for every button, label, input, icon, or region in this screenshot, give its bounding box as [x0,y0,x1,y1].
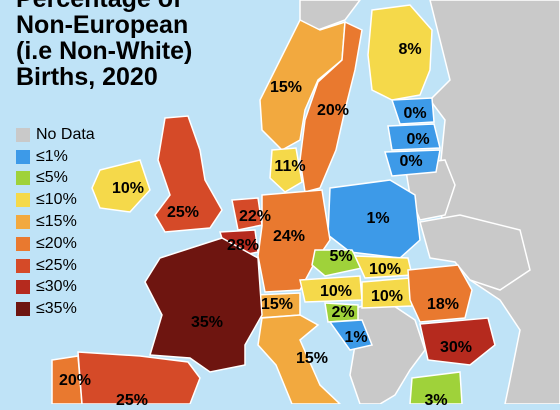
slovenia-value-label: 2% [331,304,355,321]
legend-swatch [16,236,30,251]
ireland-region[interactable] [91,159,151,213]
legend-item: ≤10% [16,189,95,211]
italy-value-label: 15% [295,350,329,367]
poland-value-label: 1% [366,210,390,227]
legend-item: ≤20% [16,233,95,255]
denmark-region[interactable] [269,147,303,193]
legend-swatch [16,302,30,317]
croatia-value-label: 1% [344,329,368,346]
title-line: Births, 2020 [16,63,158,91]
spain-region[interactable] [77,351,201,404]
czechia-region[interactable] [311,249,364,277]
title-line: (i.e Non-White) [16,37,193,65]
sweden-value-label: 20% [316,102,350,119]
latvia-region[interactable] [387,123,441,151]
denmark-value-label: 11% [274,158,306,175]
legend-label: ≤5% [36,169,68,187]
sweden-region[interactable] [299,20,363,193]
uk-region[interactable] [154,115,223,233]
lithuania-value-label: 0% [399,153,423,170]
legend-swatch [16,280,30,295]
map-title: Percentage of Non-European (i.e Non-Whit… [16,0,192,90]
legend-swatch [16,193,30,208]
legend-swatch [16,258,30,273]
estonia-value-label: 0% [403,105,427,122]
norway-value-label: 15% [269,79,303,96]
uk-value-label: 25% [166,204,200,221]
switzerland-value-label: 15% [260,296,294,313]
bulgaria-value-label: 30% [439,339,473,356]
slovakia-value-label: 10% [368,261,402,278]
title-line: Percentage of [16,0,192,12]
legend-label: ≤30% [36,278,77,296]
italy-region[interactable] [257,314,342,404]
romania-region[interactable] [407,264,473,323]
legend-swatch [16,215,30,230]
hungary-value-label: 10% [370,288,404,305]
spain-value-label: 25% [115,392,149,409]
title-line: Non-European [16,11,189,39]
legend-label: ≤35% [36,300,77,318]
greece-value-label: 3% [424,392,448,409]
legend-label: No Data [36,125,95,143]
legend-item: ≤25% [16,255,95,277]
poland-region[interactable] [327,179,421,259]
legend-item: ≤15% [16,211,95,233]
germany-value-label: 24% [272,228,306,245]
legend-item: ≤35% [16,298,95,320]
portugal-region[interactable] [51,355,83,404]
bulgaria-region[interactable] [419,317,496,366]
latvia-value-label: 0% [406,131,430,148]
finland-region[interactable] [367,4,433,101]
lithuania-region[interactable] [384,149,441,177]
legend-label: ≤25% [36,256,77,274]
belgium-value-label: 28% [226,237,260,254]
legend-item: ≤5% [16,168,95,190]
austria-value-label: 10% [319,283,353,300]
finland-value-label: 8% [398,41,422,58]
legend-label: ≤10% [36,191,77,209]
croatia-region[interactable] [328,319,374,351]
norway-region[interactable] [259,18,346,151]
legend-label: ≤15% [36,213,77,231]
balkans-land [347,299,426,404]
ukraine-land [419,214,531,291]
legend-swatch [16,149,30,164]
ireland-value-label: 10% [111,180,145,197]
iceland-norway-top-land [299,0,361,31]
czechia-value-label: 5% [329,248,353,265]
estonia-region[interactable] [390,97,435,125]
germany-region[interactable] [257,189,331,293]
legend: No Data ≤1% ≤5% ≤10% ≤15% ≤20% ≤25% ≤30 [16,124,95,320]
legend-swatch [16,127,30,142]
legend-swatch [16,171,30,186]
legend-label: ≤1% [36,147,68,165]
legend-item: ≤1% [16,146,95,168]
portugal-value-label: 20% [58,372,92,389]
france-value-label: 35% [190,314,224,331]
legend-item: No Data [16,124,95,146]
netherlands-value-label: 22% [238,208,272,225]
greece-region[interactable] [409,371,463,404]
legend-item: ≤30% [16,277,95,299]
romania-value-label: 18% [426,296,460,313]
france-region[interactable] [144,237,263,373]
legend-label: ≤20% [36,234,77,252]
